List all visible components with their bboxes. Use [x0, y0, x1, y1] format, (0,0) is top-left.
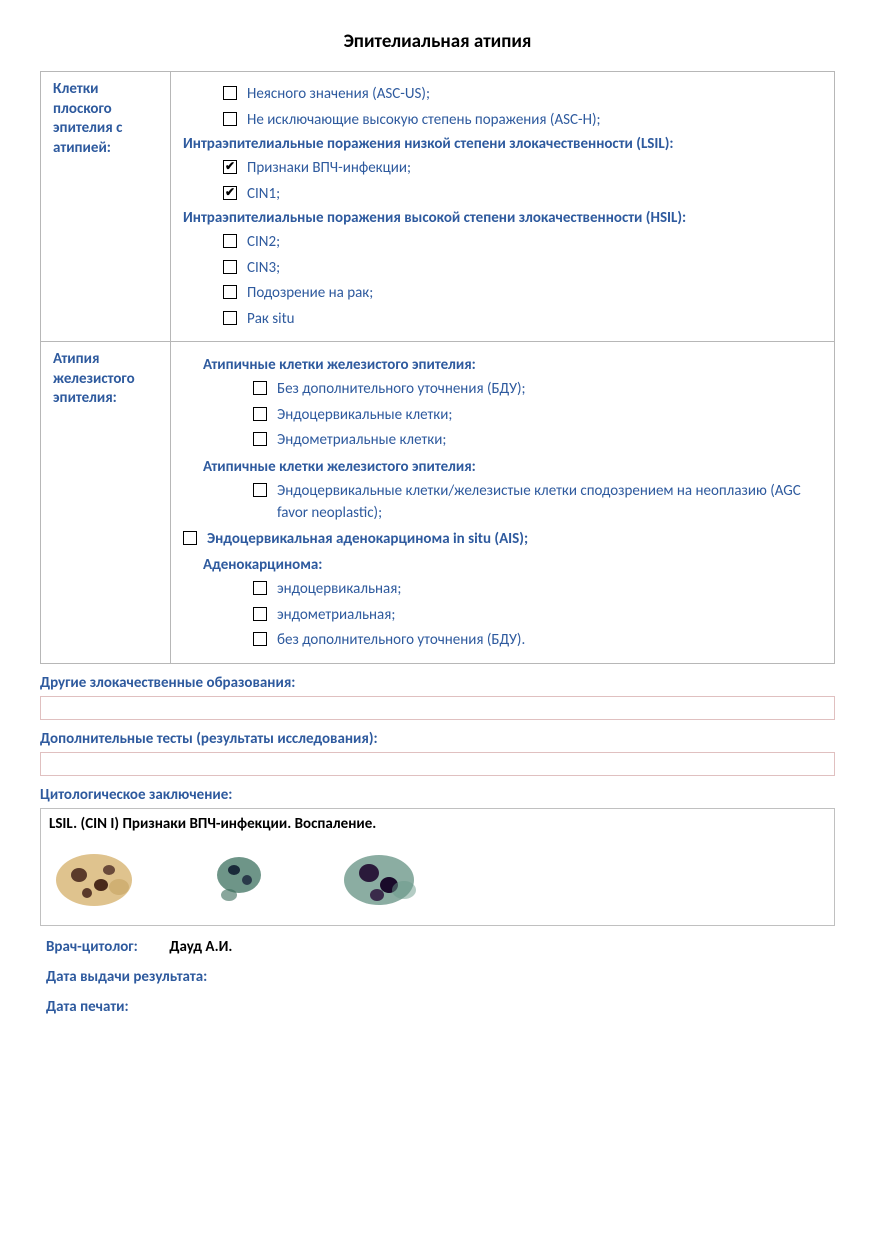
checkbox-icon: [183, 531, 197, 545]
checkbox-label: Подозрение на рак;: [247, 282, 373, 305]
checkbox-icon: ✔: [223, 186, 237, 200]
checkbox-icon: [253, 407, 267, 421]
checkbox-item[interactable]: Подозрение на рак;: [223, 282, 822, 305]
cytology-image-1: [49, 845, 159, 915]
checkbox-label: Признаки ВПЧ-инфекции;: [247, 157, 411, 180]
checkbox-item[interactable]: Рак situ: [223, 308, 822, 331]
cytologist-row: Врач-цитолог: Дауд А.И.: [46, 938, 835, 956]
conclusion-text: LSIL. (CIN I) Признаки ВПЧ-инфекции. Вос…: [49, 815, 826, 833]
conclusion-label: Цитологическое заключение:: [40, 786, 835, 804]
print-date-row: Дата печати:: [46, 998, 835, 1016]
checkbox-icon: [253, 381, 267, 395]
checkbox-label: Эндоцервикальная аденокарцинома in situ …: [207, 528, 528, 551]
checkbox-label: Эндоцервикальные клетки/железистые клетк…: [277, 480, 822, 525]
cytology-image-2: [199, 845, 289, 915]
checkbox-item[interactable]: ✔ CIN1;: [223, 183, 822, 206]
checkbox-item[interactable]: CIN3;: [223, 257, 822, 280]
checkbox-item[interactable]: эндоцервикальная;: [253, 578, 822, 601]
adeno-header: Аденокарцинома:: [203, 556, 822, 574]
checkbox-label: Неясного значения (ASC-US);: [247, 83, 430, 106]
lsil-header: Интраэпителиальные поражения низкой степ…: [183, 135, 822, 153]
checkbox-label: без дополнительного уточнения (БДУ).: [277, 629, 525, 652]
checkbox-icon: [223, 112, 237, 126]
checkbox-item[interactable]: Эндоцервикальные клетки/железистые клетк…: [253, 480, 822, 525]
checkbox-item[interactable]: CIN2;: [223, 231, 822, 254]
checkbox-label: CIN2;: [247, 231, 280, 254]
checkbox-icon: [253, 632, 267, 646]
checkbox-icon: [223, 234, 237, 248]
checkbox-icon: [253, 483, 267, 497]
checkbox-label: CIN1;: [247, 183, 280, 206]
checkbox-item[interactable]: Эндометриальные клетки;: [253, 429, 822, 452]
checkbox-label: Эндоцервикальные клетки;: [277, 404, 452, 427]
checkbox-item[interactable]: Неясного значения (ASC-US);: [223, 83, 822, 106]
result-date-label: Дата выдачи результата:: [46, 968, 207, 986]
conclusion-box: LSIL. (CIN I) Признаки ВПЧ-инфекции. Вос…: [40, 808, 835, 926]
page-title: Эпителиальная атипия: [40, 30, 835, 53]
checkbox-icon: [253, 432, 267, 446]
section2-header: Атипия железистого эпителия:: [41, 342, 171, 664]
checkbox-item[interactable]: без дополнительного уточнения (БДУ).: [253, 629, 822, 652]
other-malig-label: Другие злокачественные образования:: [40, 674, 835, 692]
atypia-table: Клетки плоского эпителия с атипией: Неяс…: [40, 71, 835, 664]
glandular-group1-header: Атипичные клетки железистого эпителия:: [203, 356, 822, 374]
checkbox-icon: [223, 311, 237, 325]
checkbox-label: Без дополнительного уточнения (БДУ);: [277, 378, 526, 401]
checkbox-label: CIN3;: [247, 257, 280, 280]
result-date-row: Дата выдачи результата:: [46, 968, 835, 986]
cytologist-name: Дауд А.И.: [169, 938, 232, 956]
checkbox-label: эндометриальная;: [277, 604, 395, 627]
checkbox-icon: [223, 260, 237, 274]
checkbox-icon: [223, 86, 237, 100]
checkbox-label: Не исключающие высокую степень поражения…: [247, 109, 601, 132]
cytology-images: [49, 841, 826, 919]
checkbox-item[interactable]: Без дополнительного уточнения (БДУ);: [253, 378, 822, 401]
checkbox-icon: [223, 285, 237, 299]
checkbox-item[interactable]: Не исключающие высокую степень поражения…: [223, 109, 822, 132]
checkbox-ais[interactable]: Эндоцервикальная аденокарцинома in situ …: [183, 528, 822, 551]
checkbox-item[interactable]: эндометриальная;: [253, 604, 822, 627]
section1-body: Неясного значения (ASC-US); Не исключающи…: [171, 72, 835, 342]
cytologist-label: Врач-цитолог:: [46, 938, 166, 956]
other-malig-input[interactable]: [40, 696, 835, 720]
checkbox-icon: [253, 581, 267, 595]
add-tests-input[interactable]: [40, 752, 835, 776]
checkbox-icon: [253, 607, 267, 621]
checkbox-item[interactable]: ✔ Признаки ВПЧ-инфекции;: [223, 157, 822, 180]
print-date-label: Дата печати:: [46, 998, 166, 1016]
cytology-image-3: [329, 845, 439, 915]
hsil-header: Интраэпителиальные поражения высокой сте…: [183, 209, 822, 227]
section2-body: Атипичные клетки железистого эпителия: Б…: [171, 342, 835, 664]
checkbox-label: Эндометриальные клетки;: [277, 429, 446, 452]
checkbox-label: эндоцервикальная;: [277, 578, 401, 601]
checkbox-item[interactable]: Эндоцервикальные клетки;: [253, 404, 822, 427]
glandular-group2-header: Атипичные клетки железистого эпителия:: [203, 458, 822, 476]
section1-header: Клетки плоского эпителия с атипией:: [41, 72, 171, 342]
checkbox-label: Рак situ: [247, 308, 295, 331]
add-tests-label: Дополнительные тесты (результаты исследо…: [40, 730, 835, 748]
checkbox-icon: ✔: [223, 160, 237, 174]
